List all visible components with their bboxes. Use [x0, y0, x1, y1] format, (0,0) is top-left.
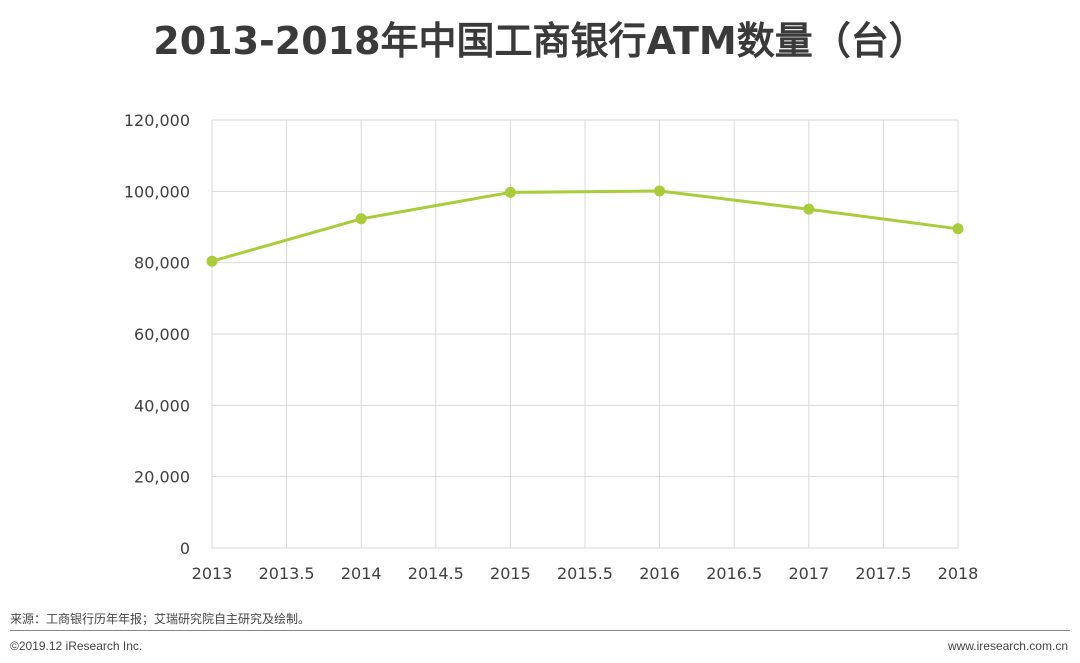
- y-tick-label: 0: [180, 539, 190, 558]
- chart-title: 2013-2018年中国工商银行ATM数量（台）: [153, 19, 927, 63]
- chart-series: [206, 185, 964, 267]
- footer-divider: [10, 630, 1070, 631]
- x-tick-label: 2015.5: [557, 564, 613, 583]
- line-chart: 020,00040,00060,00080,000100,000120,000 …: [124, 111, 979, 583]
- y-tick-label: 80,000: [134, 254, 190, 273]
- y-tick-label: 40,000: [134, 396, 190, 415]
- y-tick-label: 60,000: [134, 325, 190, 344]
- y-tick-label: 20,000: [134, 468, 190, 487]
- y-tick-label: 120,000: [124, 111, 190, 130]
- y-tick-label: 100,000: [124, 182, 190, 201]
- data-point: [504, 186, 516, 198]
- y-axis-ticks: 0 20,000 40,000 60,000 80,000 100,000 120,000: [124, 111, 190, 558]
- x-axis-ticks: 2013 2013.5 2014 2014.5 2015 2015.5 2016 2016.5…: [192, 564, 979, 583]
- x-tick-label: 2013: [192, 564, 233, 583]
- x-tick-label: 2014.5: [408, 564, 464, 583]
- x-tick-label: 2015: [490, 564, 531, 583]
- data-point: [654, 185, 666, 197]
- series-line: [211, 189, 959, 263]
- x-tick-label: 2017: [788, 564, 829, 583]
- data-point: [803, 203, 815, 215]
- x-tick-label: 2018: [938, 564, 979, 583]
- website-link[interactable]: www.iresearch.com.cn: [947, 639, 1068, 653]
- x-tick-label: 2014: [341, 564, 382, 583]
- chart-grid: [211, 119, 959, 549]
- x-tick-label: 2017.5: [855, 564, 911, 583]
- copyright-text: ©2019.12 iResearch Inc.: [10, 639, 143, 653]
- x-tick-label: 2016: [639, 564, 680, 583]
- x-tick-label: 2013.5: [259, 564, 315, 583]
- source-note: 来源：工商银行历年年报；艾瑞研究院自主研究及绘制。: [10, 612, 311, 626]
- data-point: [952, 223, 964, 235]
- x-tick-label: 2016.5: [706, 564, 762, 583]
- data-point: [206, 255, 218, 267]
- data-point: [355, 213, 367, 225]
